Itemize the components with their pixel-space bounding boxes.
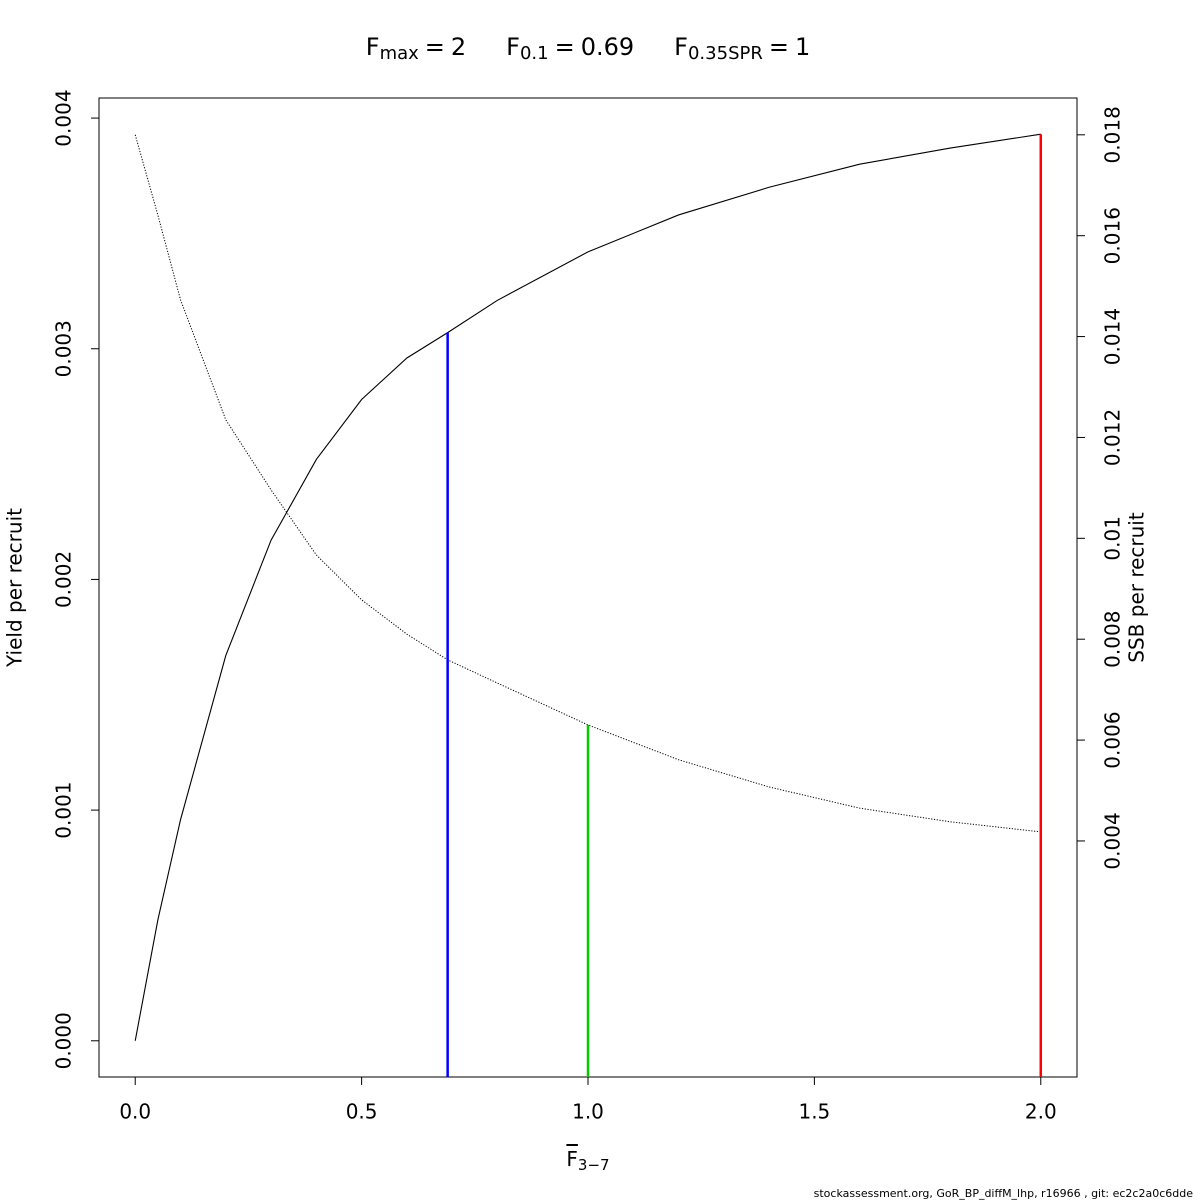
x-tick-label: 2.0 xyxy=(1025,1100,1057,1124)
y2-tick-label: 0.014 xyxy=(1101,308,1125,365)
y-axis-label: Yield per recruit xyxy=(3,508,27,668)
series-line xyxy=(134,133,1041,1041)
x-axis-label: F3−7 xyxy=(566,1147,609,1174)
title-subscript: 0.35SPR xyxy=(688,43,763,64)
x-tick-label: 1.0 xyxy=(572,1100,604,1124)
title-symbol: F xyxy=(506,33,520,61)
title-relation: = xyxy=(555,33,575,61)
title-subscript: max xyxy=(380,43,420,64)
y-tick-label: 0.004 xyxy=(52,89,76,146)
title-symbol: F xyxy=(674,33,688,61)
y2-tick-label: 0.004 xyxy=(1101,812,1125,869)
y-tick-label: 0.002 xyxy=(52,551,76,608)
title-subscript: 0.1 xyxy=(520,43,549,64)
y2-axis-label: SSB per recruit xyxy=(1125,512,1149,663)
footer: stockassessment.org, GoR_BP_diffM_lhp, r… xyxy=(814,1187,1194,1200)
y2-tick-label: 0.016 xyxy=(1101,207,1125,264)
x-axis-label-subscript: 3−7 xyxy=(578,1156,610,1174)
chart-title: Fmax = 2 F0.1 = 0.69 F0.35SPR = 1 xyxy=(366,33,811,64)
title-value: 0.69 xyxy=(581,33,634,61)
y2-tick-label: 0.008 xyxy=(1101,611,1125,668)
title-relation: = xyxy=(769,33,789,61)
title-symbol: F xyxy=(366,33,380,61)
y2-tick-label: 0.01 xyxy=(1101,516,1125,561)
title-value: 2 xyxy=(451,33,466,61)
y-tick-label: 0.000 xyxy=(52,1012,76,1069)
y-tick-label: 0.003 xyxy=(52,320,76,377)
x-tick-label: 0.0 xyxy=(119,1100,151,1124)
x-axis-label-symbol: F xyxy=(566,1147,578,1171)
y2-tick-label: 0.006 xyxy=(1101,711,1125,768)
title-value: 1 xyxy=(795,33,810,61)
x-tick-label: 0.5 xyxy=(346,1100,378,1124)
y2-tick-label: 0.018 xyxy=(1101,106,1125,163)
x-tick-label: 1.5 xyxy=(798,1100,830,1124)
y2-tick-label: 0.012 xyxy=(1101,409,1125,466)
title-relation: = xyxy=(425,33,445,61)
y-tick-label: 0.001 xyxy=(52,781,76,838)
